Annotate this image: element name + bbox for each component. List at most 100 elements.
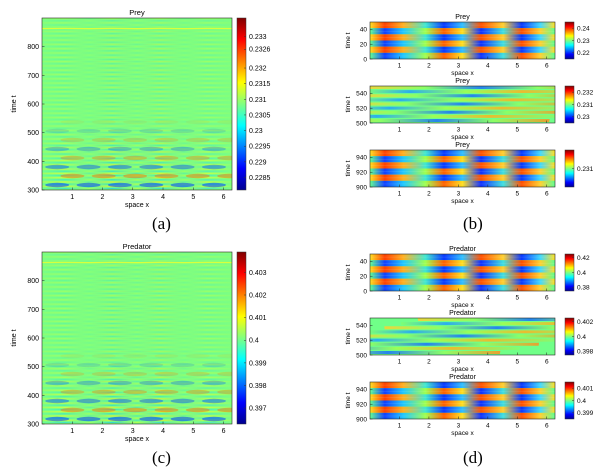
caption-c: (c): [152, 448, 171, 467]
y-tick-label: 20: [360, 273, 368, 280]
x-tick-label: 4: [161, 428, 165, 435]
heatmap-stripe: [42, 65, 232, 67]
heatmap-stripe: [42, 400, 232, 402]
heatmap-stripe: [42, 138, 232, 140]
y-tick-label: 700: [27, 307, 39, 314]
heatmap-stripe: [42, 329, 232, 331]
heatmap-blob: [91, 353, 116, 359]
heatmap-blob: [76, 128, 101, 134]
y-tick-label: 600: [27, 335, 39, 342]
y-tick-label: 520: [356, 105, 367, 112]
x-tick-label: 6: [222, 428, 226, 435]
heatmap-blob: [91, 389, 116, 395]
y-tick-label: 300: [27, 421, 39, 428]
heatmap-blob: [139, 146, 164, 152]
colorbar-tick-label: 0.397: [249, 406, 267, 413]
heatmap-band: [370, 180, 555, 187]
heatmap-stripe: [42, 136, 232, 138]
heatmap-band-highlight: [370, 55, 555, 57]
heatmap-stripe: [42, 112, 232, 114]
heatmap-blob: [154, 137, 179, 143]
panel-title: Prey: [455, 142, 470, 149]
heatmap-blob: [154, 371, 179, 377]
heatmap-stripe: [42, 277, 232, 279]
heatmap-blob: [123, 353, 148, 359]
heatmap-blob: [60, 407, 85, 413]
axes-frame: [369, 381, 556, 420]
heatmap-stripe: [42, 262, 232, 264]
heatmap-stripe: [42, 368, 232, 370]
colorbar-tick-label: 0.231: [577, 102, 594, 109]
y-tick-label: 400: [27, 393, 39, 400]
heatmap-blob: [185, 389, 210, 395]
heatmap-diagonal-band: [370, 346, 521, 350]
heatmap-stripe: [42, 151, 232, 153]
heatmap-stripe: [42, 359, 232, 361]
x-tick-label: 1: [398, 423, 402, 430]
x-tick-label: 2: [427, 63, 431, 70]
heatmap-blob: [170, 416, 195, 422]
heatmap-stripe: [42, 101, 232, 104]
colorbar-tick-label: 0.232: [577, 89, 594, 96]
heatmap-stripe: [42, 271, 232, 273]
heatmap-stripe: [42, 398, 232, 400]
heatmap-blob: [185, 155, 210, 161]
x-tick-label: 1: [70, 428, 74, 435]
heatmap-band: [370, 28, 555, 35]
heatmap-stripe: [42, 348, 232, 350]
heatmap-stripe: [42, 417, 232, 419]
heatmap-blob: [217, 353, 232, 359]
y-axis-label: time t: [345, 328, 352, 344]
x-tick-label: 2: [101, 428, 105, 435]
heatmap-stripe: [42, 374, 232, 376]
y-tick-label: 940: [356, 387, 367, 394]
heatmap-stripe: [42, 286, 232, 288]
heatmap-stripe: [42, 155, 232, 157]
heatmap-stripe: [42, 421, 232, 424]
heatmap-blob: [185, 407, 210, 413]
heatmap-panel-3: 1 2 3 4 5 6 500 520 540 Prey space x time t 0.232 0.2…: [345, 78, 594, 141]
heatmap-field: [370, 382, 555, 419]
heatmap-blob: [91, 407, 116, 413]
x-tick-label: 4: [486, 359, 490, 366]
colorbar-tick-label: 0.401: [249, 315, 267, 322]
heatmap-stripe: [42, 147, 232, 149]
y-tick-label: 400: [27, 159, 39, 166]
heatmap-band: [370, 162, 555, 169]
heatmap-blob: [139, 128, 164, 134]
y-tick-label: 20: [360, 41, 368, 48]
heatmap-stripe: [42, 164, 232, 166]
heatmap-blob: [185, 173, 210, 179]
colorbar-tick-label: 0.233: [249, 34, 267, 41]
heatmap-blob: [123, 389, 148, 395]
heatmap-band: [370, 382, 555, 389]
y-tick-label: 900: [356, 416, 367, 423]
heatmap-band: [370, 394, 555, 401]
heatmap-blob: [170, 146, 195, 152]
heatmap-stripe: [42, 93, 232, 95]
x-tick-label: 3: [457, 423, 461, 430]
heatmap-blob: [139, 380, 164, 386]
heatmap-stripe: [42, 20, 232, 22]
heatmap-blob: [217, 173, 232, 179]
y-tick-label: 500: [27, 130, 39, 137]
heatmap-stripe: [42, 166, 232, 168]
heatmap-stripe: [42, 149, 232, 151]
heatmap-blob: [123, 407, 148, 413]
colorbar-tick-label: 0.23: [577, 114, 590, 121]
heatmap-stripe: [42, 327, 232, 329]
heatmap-stripe: [42, 174, 232, 177]
heatmap-stripe: [42, 269, 232, 271]
heatmap-stripe: [42, 333, 232, 335]
panel-title: Prey: [455, 78, 470, 85]
colorbar-tick-label: 0.38: [577, 285, 590, 292]
colorbar-tick-label: 0.402: [577, 319, 594, 326]
colorbar-tick-label: 0.4: [577, 398, 586, 405]
heatmap-stripe: [42, 172, 232, 174]
x-tick-label: 5: [515, 191, 519, 198]
heatmap-stripe: [42, 168, 232, 170]
heatmap-blob: [45, 128, 70, 134]
x-tick-label: 4: [486, 127, 490, 134]
